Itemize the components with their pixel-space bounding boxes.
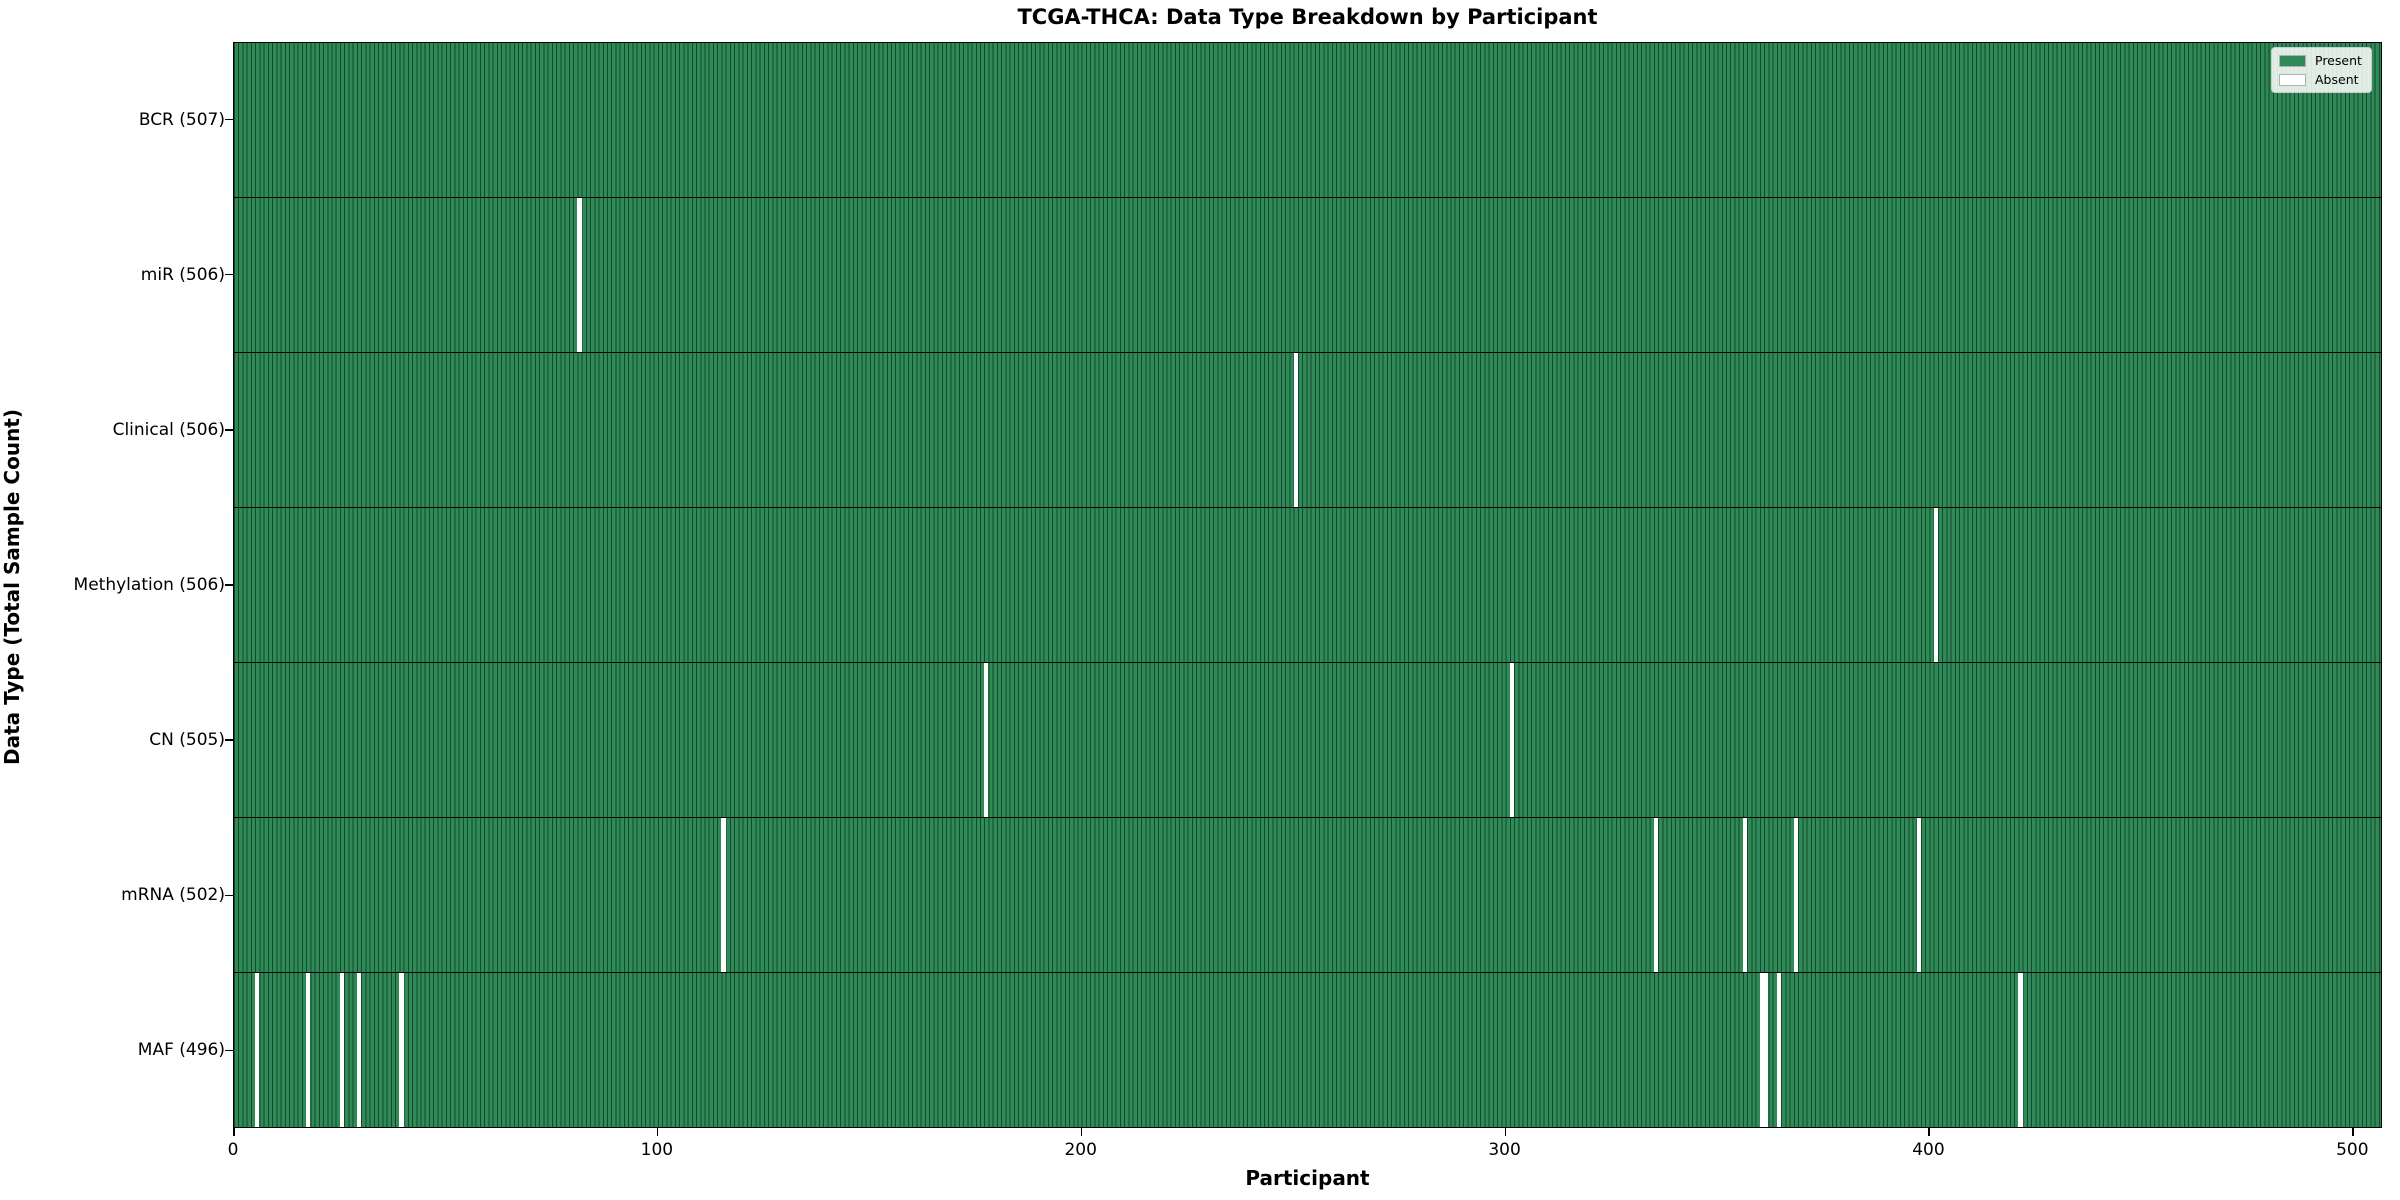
- heatmap-row-mir: [234, 198, 2381, 353]
- absent-stripe: [1293, 353, 1298, 507]
- absent-stripe: [1509, 663, 1515, 817]
- heatmap-row-maf: [234, 973, 2381, 1127]
- heatmap-plot-area: [233, 42, 2382, 1128]
- absent-stripe: [339, 973, 345, 1127]
- y-tick-mark: [225, 584, 233, 586]
- absent-stripe: [1653, 818, 1659, 972]
- absent-stripe: [1916, 818, 1921, 972]
- x-tick-label-0: 0: [227, 1140, 239, 1160]
- x-tick-label-200: 200: [1064, 1140, 1097, 1160]
- chart-title: TCGA-THCA: Data Type Breakdown by Partic…: [1017, 5, 1598, 29]
- absent-stripe: [984, 663, 989, 817]
- absent-stripe: [1742, 818, 1748, 972]
- legend-label-absent: Absent: [2315, 72, 2359, 87]
- x-tick-mark: [1504, 1128, 1507, 1136]
- legend-label-present: Present: [2315, 53, 2362, 68]
- absent-stripe: [1776, 973, 1782, 1127]
- x-tick-label-400: 400: [1912, 1140, 1945, 1160]
- x-tick-mark: [2352, 1128, 2354, 1136]
- x-tick-mark: [656, 1128, 659, 1136]
- legend: Present Absent: [2271, 47, 2372, 93]
- absent-stripe: [306, 973, 311, 1127]
- y-tick-label-methylation: Methylation (506): [73, 575, 225, 595]
- legend-item-absent: Absent: [2279, 72, 2362, 87]
- absent-stripe: [255, 973, 260, 1127]
- absent-swatch-icon: [2279, 73, 2306, 86]
- y-tick-mark: [225, 118, 233, 121]
- x-tick-label-500: 500: [2336, 1140, 2369, 1160]
- absent-stripe: [1764, 973, 1769, 1127]
- heatmap-row-clinical: [234, 353, 2381, 508]
- x-tick-mark: [1928, 1128, 1930, 1136]
- x-tick-label-300: 300: [1488, 1140, 1521, 1160]
- absent-stripe: [1793, 818, 1799, 972]
- heatmap-row-cn: [234, 663, 2381, 818]
- y-tick-label-clinical: Clinical (506): [112, 419, 225, 440]
- y-tick-mark: [225, 273, 233, 276]
- x-tick-mark: [1080, 1128, 1083, 1136]
- absent-stripe: [721, 818, 726, 972]
- absent-stripe: [577, 198, 582, 352]
- heatmap-row-mrna: [234, 818, 2381, 973]
- x-axis-label: Participant: [1245, 1166, 1370, 1190]
- absent-stripe: [1759, 973, 1765, 1127]
- x-tick-mark: [233, 1128, 235, 1136]
- y-tick-label-maf: MAF (496): [137, 1040, 225, 1061]
- y-tick-label-cn: CN (505): [149, 730, 225, 751]
- y-tick-mark: [225, 894, 233, 897]
- present-swatch-icon: [2279, 54, 2306, 67]
- absent-stripe: [399, 973, 404, 1127]
- legend-item-present: Present: [2279, 53, 2362, 68]
- x-tick-label-100: 100: [640, 1140, 674, 1160]
- y-tick-label-mrna: mRNA (502): [121, 885, 225, 906]
- absent-stripe: [1933, 508, 1938, 662]
- y-tick-mark: [225, 1049, 233, 1052]
- y-tick-mark: [225, 429, 233, 431]
- heatmap-row-methylation: [234, 508, 2381, 663]
- y-tick-label-bcr: BCR (507): [138, 109, 225, 130]
- absent-stripe: [2018, 973, 2023, 1127]
- absent-stripe: [356, 973, 362, 1127]
- y-tick-label-mir: miR (506): [140, 264, 225, 285]
- y-tick-mark: [225, 739, 233, 741]
- heatmap-row-bcr: [234, 43, 2381, 198]
